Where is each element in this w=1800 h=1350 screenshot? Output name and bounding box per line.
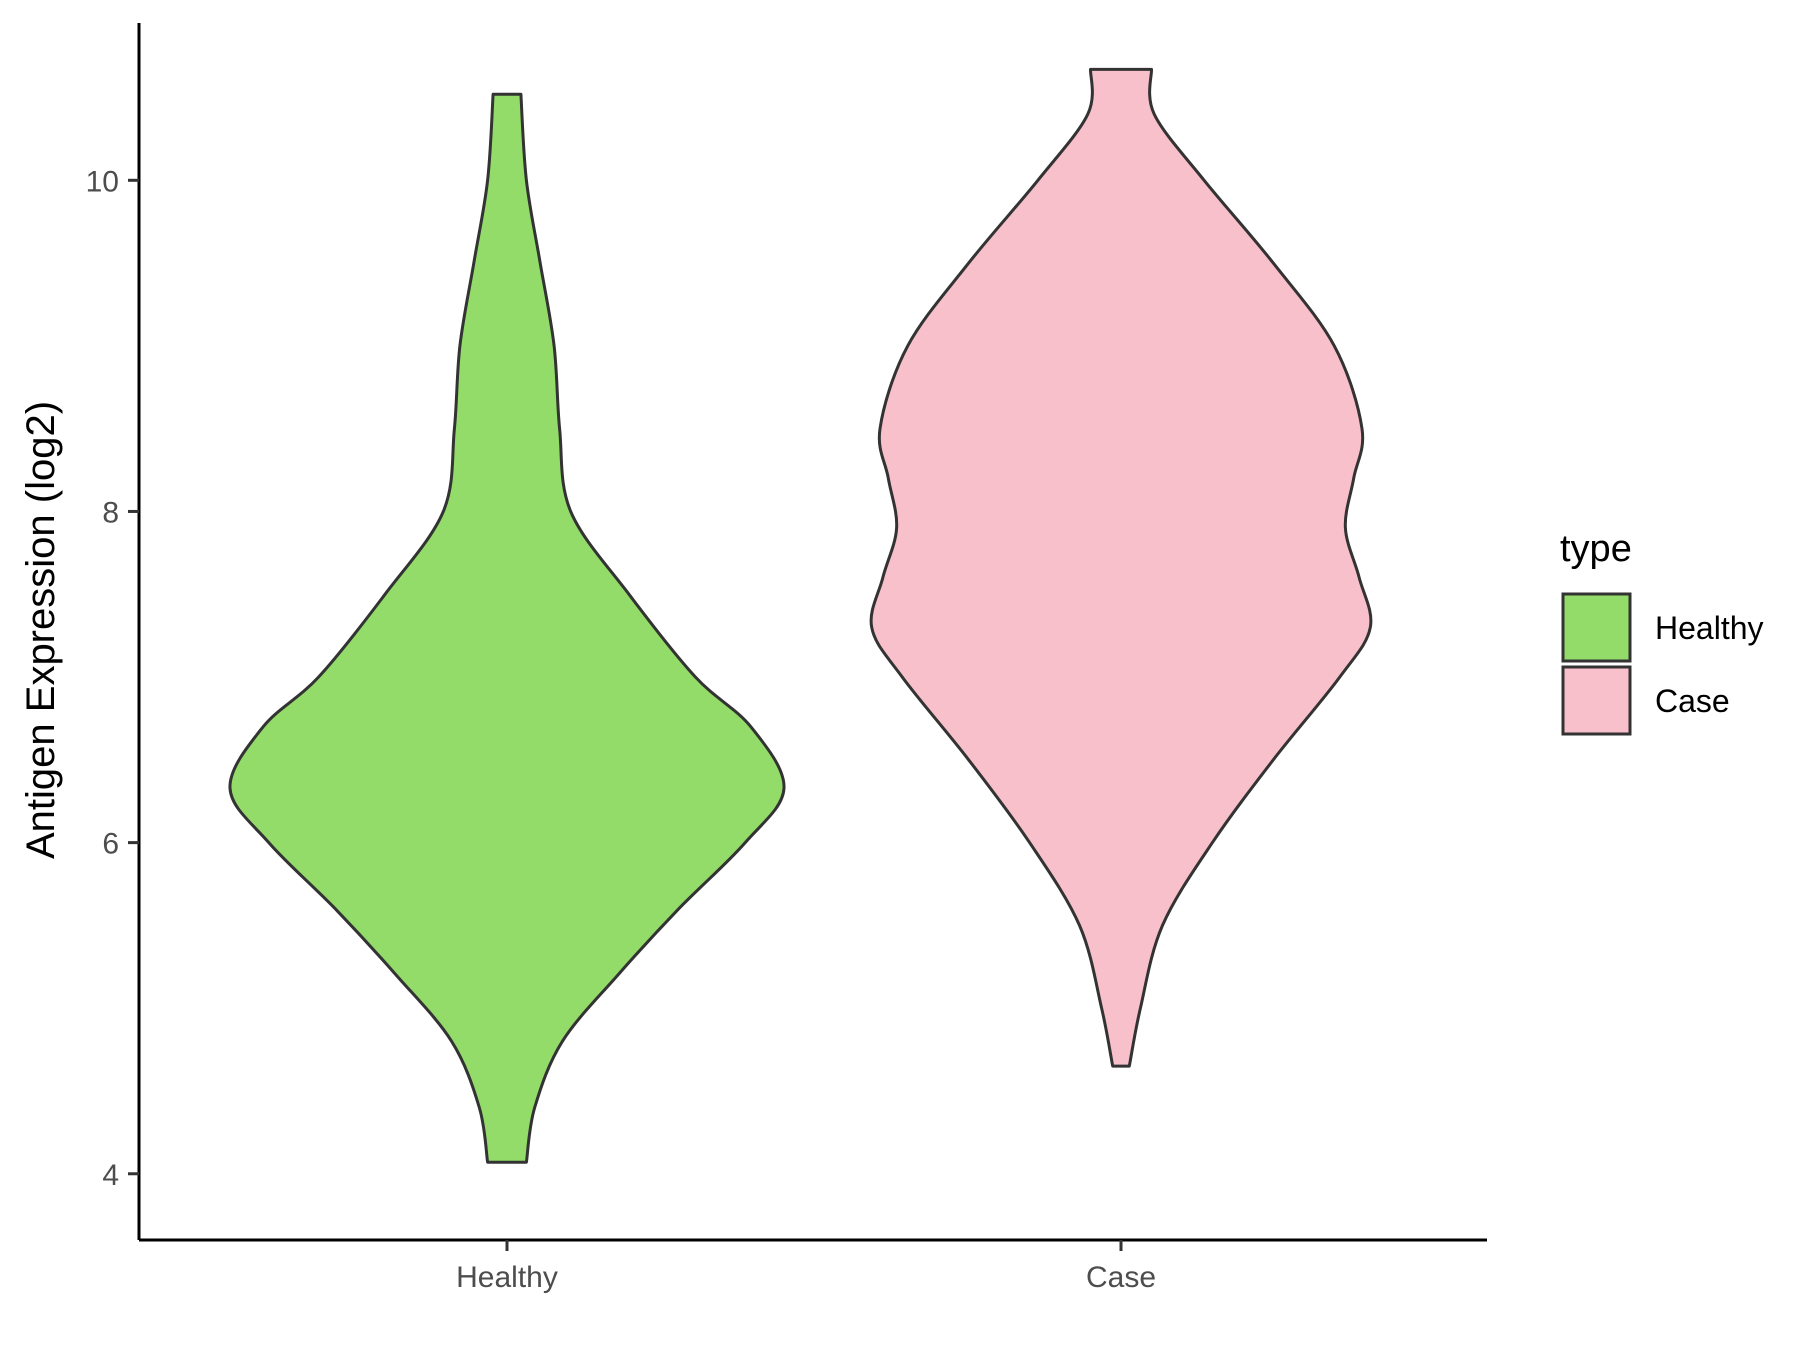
y-tick-label: 4 bbox=[102, 1159, 119, 1192]
y-ticks: 4 6 8 10 bbox=[86, 165, 139, 1192]
y-tick-label: 8 bbox=[102, 496, 119, 529]
violin-healthy bbox=[228, 92, 786, 1164]
y-tick-label: 10 bbox=[86, 165, 119, 198]
legend-title: type bbox=[1560, 528, 1632, 570]
x-tick-label-healthy: Healthy bbox=[456, 1261, 558, 1294]
legend-entries: Healthy Case bbox=[1561, 592, 1764, 736]
legend-swatch-healthy bbox=[1561, 592, 1632, 663]
legend-label-healthy: Healthy bbox=[1655, 610, 1764, 646]
legend: type Healthy Case bbox=[1560, 528, 1764, 736]
violin-layer bbox=[228, 67, 1373, 1164]
y-axis-title: Antigen Expression (log2) bbox=[19, 401, 63, 859]
y-tick-label: 6 bbox=[102, 828, 119, 861]
legend-label-case: Case bbox=[1655, 683, 1730, 719]
x-tick-label-case: Case bbox=[1086, 1261, 1156, 1294]
legend-swatch-case bbox=[1561, 665, 1632, 736]
violin-case bbox=[869, 67, 1373, 1068]
x-ticks: Healthy Case bbox=[456, 1240, 1156, 1294]
